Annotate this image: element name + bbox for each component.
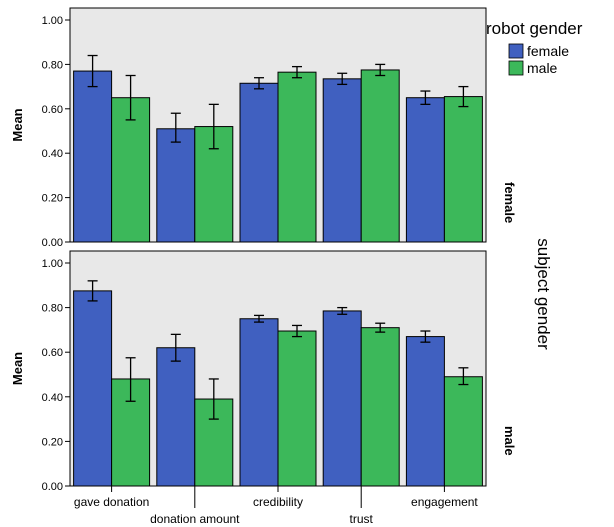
- y-tick-label: 0.80: [42, 59, 63, 71]
- y-axis-title: Mean: [10, 108, 25, 141]
- y-tick-label: 0.20: [42, 193, 63, 205]
- bar-female: [156, 128, 196, 243]
- y-tick-label: 0.00: [42, 481, 63, 493]
- bar-female: [239, 82, 279, 243]
- bar-female: [405, 97, 445, 243]
- y-tick-label: 0.40: [42, 392, 63, 404]
- bar-female: [73, 290, 113, 487]
- bar-male: [277, 330, 317, 487]
- bar-male: [277, 71, 317, 243]
- legend: robot gender female male: [486, 19, 583, 76]
- panels-layer: 0.000.200.400.600.801.00Meanfemale0.000.…: [10, 7, 517, 526]
- bar-male: [443, 96, 483, 243]
- y-tick-label: 0.60: [42, 347, 63, 359]
- legend-label-female: female: [527, 43, 569, 59]
- y-tick-label: 1.00: [42, 258, 63, 270]
- panel-male: 0.00 0.20 0.40 0.60 0.80 1.00 Mean male: [10, 250, 517, 493]
- x-tick-label: gave donation: [74, 495, 149, 509]
- panel-label-female: female: [502, 182, 517, 223]
- legend-swatch-female: [508, 43, 524, 59]
- y-axis-title: Mean: [10, 352, 25, 385]
- y-tick-label: 0.80: [42, 303, 63, 315]
- x-tick-label: trust: [350, 512, 374, 526]
- y-tick-label: 0.00: [42, 237, 63, 249]
- legend-label-male: male: [527, 60, 558, 76]
- legend-title: robot gender: [486, 19, 583, 38]
- bar-female: [239, 318, 279, 487]
- x-tick-label: engagement: [411, 495, 478, 509]
- bar-female: [156, 347, 196, 487]
- panel-label-male: male: [502, 426, 517, 456]
- bar-male: [443, 376, 483, 487]
- bar-female: [405, 336, 445, 487]
- bar-male: [360, 327, 400, 487]
- x-tick-label: donation amount: [150, 512, 240, 526]
- y-tick-label: 0.20: [42, 436, 63, 448]
- y-tick-label: 1.00: [42, 15, 63, 27]
- x-tick-label: credibility: [253, 495, 303, 509]
- bar-male: [360, 69, 400, 243]
- facet-title: subject gender: [534, 238, 553, 350]
- bar-female: [322, 78, 362, 243]
- panel-female: 0.00 0.20 0.40 0.60 0.80 1.00 Mean female: [10, 7, 517, 249]
- y-tick-label: 0.60: [42, 104, 63, 116]
- y-tick-label: 0.40: [42, 148, 63, 160]
- bar-male: [111, 97, 151, 243]
- bar-female: [322, 310, 362, 487]
- legend-swatch-male: [508, 60, 524, 76]
- bar-female: [73, 70, 113, 243]
